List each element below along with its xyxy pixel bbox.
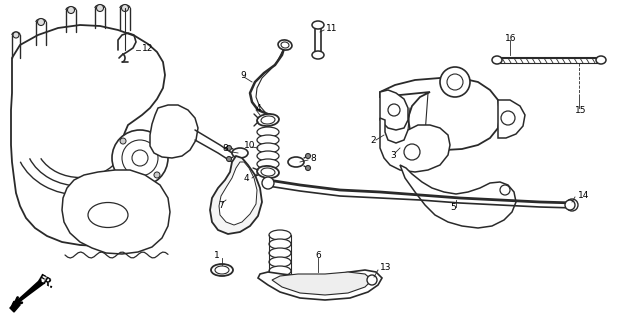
Ellipse shape — [269, 266, 291, 276]
Text: 3: 3 — [390, 150, 396, 159]
Ellipse shape — [492, 56, 502, 64]
Ellipse shape — [312, 21, 324, 29]
Polygon shape — [272, 272, 372, 295]
Polygon shape — [10, 301, 20, 312]
Circle shape — [306, 154, 310, 158]
Ellipse shape — [232, 148, 248, 158]
Text: 13: 13 — [380, 263, 391, 273]
Circle shape — [500, 185, 510, 195]
Polygon shape — [380, 118, 450, 172]
Circle shape — [566, 199, 578, 211]
Ellipse shape — [257, 151, 279, 161]
Text: 6: 6 — [315, 251, 321, 260]
Circle shape — [13, 32, 19, 38]
Text: 7: 7 — [218, 201, 224, 210]
Circle shape — [37, 19, 45, 26]
Circle shape — [367, 275, 377, 285]
Ellipse shape — [257, 159, 279, 169]
Ellipse shape — [278, 40, 292, 50]
Ellipse shape — [269, 257, 291, 267]
Circle shape — [122, 4, 129, 12]
Circle shape — [154, 172, 160, 178]
Text: 5: 5 — [450, 204, 456, 212]
Polygon shape — [380, 78, 500, 150]
Text: 8: 8 — [310, 154, 315, 163]
Ellipse shape — [88, 203, 128, 228]
Polygon shape — [210, 156, 262, 234]
Circle shape — [96, 4, 104, 12]
Circle shape — [306, 165, 310, 171]
Ellipse shape — [269, 230, 291, 240]
Ellipse shape — [211, 264, 233, 276]
Circle shape — [565, 200, 575, 210]
Circle shape — [404, 144, 420, 160]
Text: 9: 9 — [240, 70, 246, 79]
Circle shape — [262, 177, 274, 189]
Text: 8: 8 — [222, 143, 228, 153]
Text: 4: 4 — [244, 173, 250, 182]
Circle shape — [227, 156, 232, 162]
Ellipse shape — [257, 166, 279, 178]
Circle shape — [227, 146, 232, 150]
Ellipse shape — [288, 157, 304, 167]
Circle shape — [120, 172, 126, 178]
Text: 11: 11 — [326, 23, 337, 33]
Ellipse shape — [257, 135, 279, 145]
Circle shape — [120, 138, 126, 144]
Ellipse shape — [312, 51, 324, 59]
Polygon shape — [400, 165, 516, 228]
Ellipse shape — [257, 143, 279, 153]
Ellipse shape — [257, 127, 279, 137]
Circle shape — [68, 6, 75, 13]
Text: 2: 2 — [370, 135, 376, 145]
Polygon shape — [150, 105, 198, 158]
Circle shape — [154, 138, 160, 144]
Circle shape — [112, 130, 168, 186]
Ellipse shape — [596, 56, 606, 64]
Text: 10: 10 — [244, 140, 255, 149]
Text: 1: 1 — [214, 251, 220, 260]
Text: 15: 15 — [575, 106, 586, 115]
Polygon shape — [11, 25, 165, 246]
Text: 12: 12 — [142, 44, 153, 52]
Ellipse shape — [269, 239, 291, 249]
Ellipse shape — [269, 248, 291, 258]
Text: 4: 4 — [256, 103, 261, 113]
Polygon shape — [498, 100, 525, 138]
Polygon shape — [62, 170, 170, 254]
Polygon shape — [380, 90, 408, 130]
Ellipse shape — [257, 114, 279, 126]
Text: 14: 14 — [578, 190, 589, 199]
Polygon shape — [258, 270, 382, 300]
Circle shape — [501, 111, 515, 125]
Polygon shape — [219, 162, 257, 225]
Circle shape — [440, 67, 470, 97]
Circle shape — [388, 104, 400, 116]
Text: FR.: FR. — [35, 273, 56, 291]
Text: 16: 16 — [505, 34, 517, 43]
